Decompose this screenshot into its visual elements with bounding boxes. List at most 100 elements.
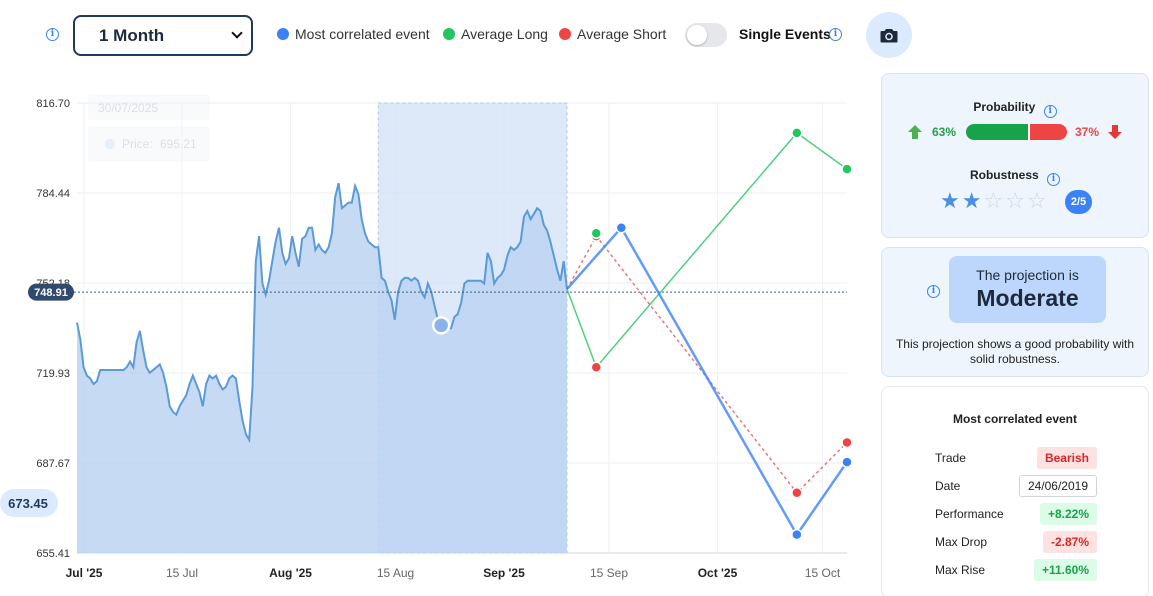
- period-select[interactable]: 1 Month: [73, 15, 253, 56]
- y-tick-label: 687.67: [36, 458, 70, 470]
- event-row-key: Max Drop: [935, 535, 988, 549]
- probability-bar: [966, 124, 1067, 140]
- y-tick-label: 719.93: [36, 368, 70, 380]
- probability-title-text: Probability: [973, 100, 1036, 114]
- tooltip-price: 695.21: [160, 137, 197, 151]
- event-row-value: +11.60%: [1033, 559, 1097, 581]
- toggle-knob: [687, 25, 707, 45]
- tooltip: 30/07/2025 Price: 695.21: [88, 94, 210, 162]
- price-line: [76, 182, 568, 444]
- star-empty-icon: ☆: [983, 189, 1004, 214]
- x-tick-label: Sep '25: [483, 566, 525, 580]
- current-price-label: 748.91: [34, 287, 68, 299]
- projection-point-average_long[interactable]: [841, 163, 853, 175]
- event-row-value: -2.87%: [1042, 531, 1097, 553]
- projection-point-average_short[interactable]: [791, 487, 803, 499]
- legend-most-correlated[interactable]: Most correlated event: [277, 26, 430, 42]
- price-chart[interactable]: 30/07/2025 Price: 695.21 816.70784.44752…: [0, 80, 870, 596]
- x-tick-label: 15 Sep: [590, 566, 628, 580]
- projection-point-average_short[interactable]: [841, 436, 853, 449]
- highlight-point[interactable]: [431, 316, 451, 335]
- x-tick-label: Jul '25: [66, 566, 103, 580]
- projection-line-average_short: [566, 234, 848, 494]
- single-events-label: Single Events: [739, 26, 831, 42]
- period-info-icon[interactable]: i: [46, 28, 59, 41]
- projection-point-average_long[interactable]: [791, 127, 803, 139]
- probability-bar-down: [1029, 124, 1067, 140]
- projection-point-most_correlated_event[interactable]: [615, 221, 628, 234]
- legend-label: Average Short: [577, 26, 667, 42]
- event-row: Date 24/06/2019: [935, 475, 1097, 497]
- current-price-badge: 748.91: [28, 283, 74, 301]
- event-row-key: Date: [935, 479, 961, 493]
- probability-bar-up: [966, 124, 1030, 140]
- event-row-key: Performance: [935, 507, 1004, 521]
- event-row-key: Max Rise: [935, 563, 986, 577]
- y-tick-label: 816.70: [36, 98, 70, 110]
- projection-description: This projection shows a good probability…: [895, 337, 1135, 366]
- hover-price-badge: 673.45: [0, 489, 58, 517]
- legend-label: Most correlated event: [295, 26, 430, 42]
- x-tick-label: 15 Oct: [805, 566, 841, 580]
- single-events-toggle[interactable]: [685, 23, 727, 47]
- event-row: Max Rise +11.60%: [935, 559, 1097, 581]
- projection-point-most_correlated_event[interactable]: [841, 456, 853, 468]
- x-tick-label: 15 Jul: [166, 566, 198, 580]
- robustness-stars: ★ ★ ☆ ☆ ☆: [940, 191, 1047, 213]
- legend-dot-red: [559, 28, 571, 40]
- probability-up: 63%: [932, 125, 957, 139]
- robustness-title-text: Robustness: [969, 168, 1039, 182]
- x-tick-label: Aug '25: [269, 566, 312, 580]
- star-empty-icon: ☆: [1005, 189, 1025, 214]
- legend-average-long[interactable]: Average Long: [443, 26, 548, 42]
- probability-row: 63% 37%: [907, 124, 1127, 140]
- probability-title: Probability i: [882, 100, 1148, 118]
- tooltip-price-label: Price:: [122, 137, 153, 151]
- screenshot-button[interactable]: [866, 12, 912, 58]
- y-tick-label: 655.41: [36, 548, 70, 560]
- arrow-down-icon: [1108, 125, 1122, 139]
- event-row: Max Drop -2.87%: [935, 531, 1097, 553]
- projection-start-average_short[interactable]: [590, 361, 603, 373]
- event-row: Trade Bearish: [935, 447, 1097, 469]
- period-select-value: 1 Month: [99, 25, 165, 45]
- event-row-value: +8.22%: [1039, 503, 1097, 525]
- chevron-down-icon: [231, 27, 243, 39]
- y-tick-label: 784.44: [36, 188, 70, 200]
- projection-point-most_correlated_event[interactable]: [791, 528, 803, 541]
- projection-start-average_long[interactable]: [590, 227, 603, 240]
- projection-rating-box: The projection is Moderate: [949, 256, 1106, 323]
- legend-dot-green: [443, 28, 455, 40]
- robustness-score: 2/5: [1065, 190, 1092, 214]
- event-row: Performance +8.22%: [935, 503, 1097, 525]
- projection-panel: i The projection is Moderate This projec…: [881, 247, 1149, 377]
- event-title: Most correlated event: [952, 412, 1078, 426]
- x-tick-label: Oct '25: [698, 566, 738, 580]
- probability-panel: Probability i 63% 37% Robustness i ★ ★ ☆ ☆ ☆…: [881, 73, 1149, 238]
- star-filled-icon: ★: [961, 189, 982, 214]
- hover-price-label: 673.45: [8, 496, 48, 511]
- legend-average-short[interactable]: Average Short: [559, 26, 666, 42]
- star-empty-icon: ☆: [1026, 189, 1047, 214]
- projection-line-average_long: [566, 131, 848, 369]
- price-area: [77, 183, 567, 553]
- single-events-info-icon[interactable]: i: [829, 28, 842, 41]
- robustness-info-icon[interactable]: i: [1047, 173, 1061, 186]
- projection-info-icon[interactable]: i: [927, 285, 940, 298]
- camera-icon: [880, 28, 898, 42]
- legend-label: Average Long: [461, 26, 548, 42]
- toolbar: i 1 Month Most correlated event Average …: [0, 0, 1153, 70]
- projection-prefix: The projection is: [976, 267, 1079, 283]
- probability-down: 37%: [1075, 125, 1100, 139]
- x-axis: Jul '25 15 Jul Aug '25 15 Aug Sep '25 15 Sep O…: [66, 566, 841, 580]
- star-filled-icon: ★: [940, 189, 960, 214]
- arrow-up-icon: [908, 125, 922, 139]
- probability-info-icon[interactable]: i: [1043, 105, 1057, 118]
- event-panel: Most correlated event Trade Bearish Date 24…: [881, 386, 1149, 596]
- robustness-title: Robustness i: [882, 168, 1148, 186]
- projection-rating: Moderate: [976, 285, 1079, 311]
- event-row-value: Bearish: [1036, 447, 1097, 469]
- x-tick-label: 15 Aug: [377, 566, 414, 580]
- event-row-key: Trade: [935, 451, 966, 465]
- projection-lines: [566, 127, 853, 541]
